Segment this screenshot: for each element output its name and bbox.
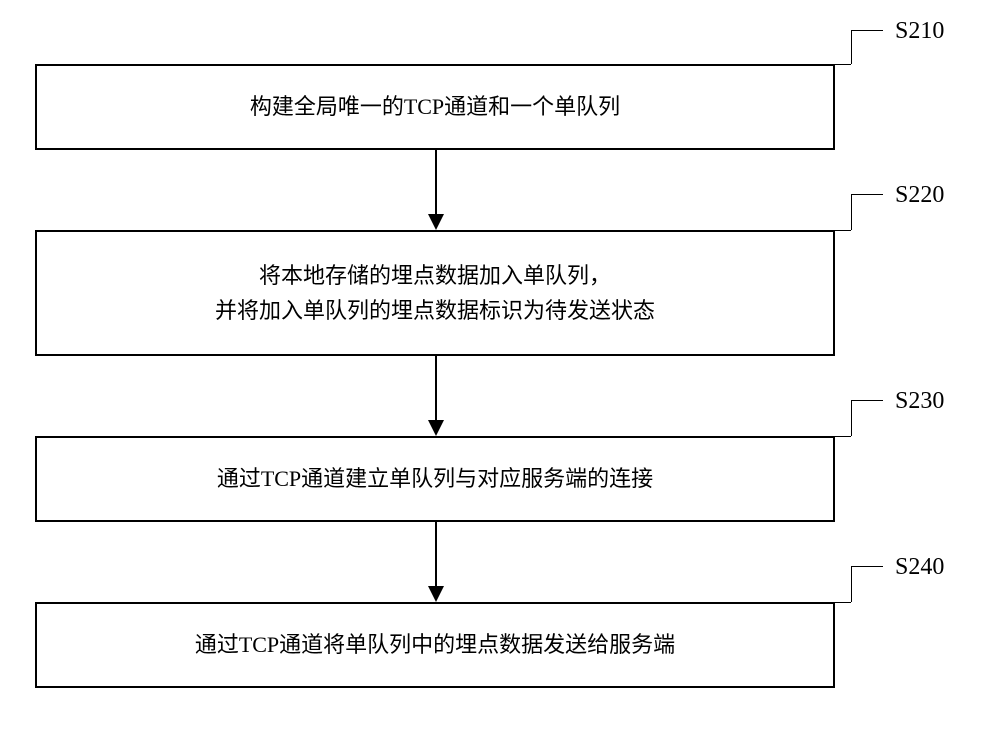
arrow-1-head [428,214,444,230]
leader-s220-v [851,194,852,230]
leader-s240-v [851,566,852,602]
arrow-2-head [428,420,444,436]
flow-step-s210-text: 构建全局唯一的TCP通道和一个单队列 [250,89,620,124]
step-label-s230: S230 [895,388,944,415]
arrow-3-line [435,522,437,586]
leader-s210-h2 [851,30,883,31]
arrow-3-head [428,586,444,602]
s220-line2: 并将加入单队列的埋点数据标识为待发送状态 [215,298,655,323]
leader-s230-h [835,436,851,437]
step-label-s240: S240 [895,554,944,581]
leader-s210-v [851,30,852,64]
leader-s240-h2 [851,566,883,567]
flow-step-s230: 通过TCP通道建立单队列与对应服务端的连接 [35,436,835,522]
leader-s230-h2 [851,400,883,401]
flow-step-s230-text: 通过TCP通道建立单队列与对应服务端的连接 [217,461,653,496]
step-label-s220: S220 [895,182,944,209]
flow-step-s210: 构建全局唯一的TCP通道和一个单队列 [35,64,835,150]
s220-line1: 将本地存储的埋点数据加入单队列， [259,263,611,288]
leader-s210-h [835,64,851,65]
flow-step-s240-text: 通过TCP通道将单队列中的埋点数据发送给服务端 [195,627,675,662]
arrow-1-line [435,150,437,214]
leader-s230-v [851,400,852,436]
flow-step-s240: 通过TCP通道将单队列中的埋点数据发送给服务端 [35,602,835,688]
leader-s220-h2 [851,194,883,195]
arrow-2-line [435,356,437,420]
flow-step-s220: 将本地存储的埋点数据加入单队列， 并将加入单队列的埋点数据标识为待发送状态 [35,230,835,356]
flowchart-container: 构建全局唯一的TCP通道和一个单队列 S210 将本地存储的埋点数据加入单队列，… [0,0,1000,734]
flow-step-s220-text: 将本地存储的埋点数据加入单队列， 并将加入单队列的埋点数据标识为待发送状态 [215,258,655,328]
leader-s220-h [835,230,851,231]
step-label-s210: S210 [895,18,944,45]
leader-s240-h [835,602,851,603]
